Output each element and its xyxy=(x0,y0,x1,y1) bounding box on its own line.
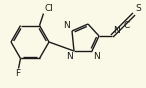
Text: F: F xyxy=(15,69,20,78)
Text: S: S xyxy=(135,4,141,13)
Text: N: N xyxy=(63,21,70,30)
Text: Cl: Cl xyxy=(45,4,53,13)
Text: N: N xyxy=(93,52,100,61)
Text: N: N xyxy=(113,26,120,35)
Text: N: N xyxy=(66,52,73,61)
Text: C: C xyxy=(123,21,129,31)
